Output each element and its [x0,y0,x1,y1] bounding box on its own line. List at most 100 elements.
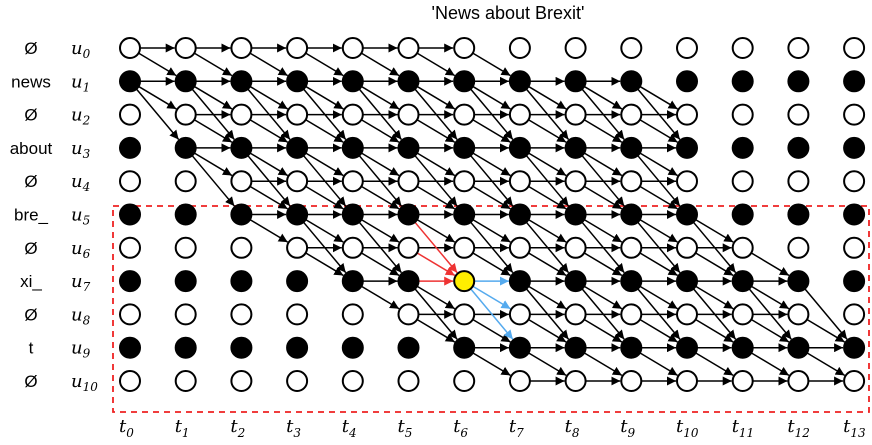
token-node [341,70,364,93]
blank-node [341,236,364,259]
row-token-label: xi_ [20,272,42,291]
transition-arrow [639,119,678,143]
blank-node [453,370,476,392]
incoming-transition-arrow [414,221,458,274]
transition-arrow [305,218,344,243]
token-node [119,336,141,359]
blank-node [119,37,141,59]
blank-node [731,303,754,326]
blank-node [397,370,420,392]
token-node [508,336,531,359]
blank-node [676,37,698,59]
row-token-label: Ø [24,305,37,324]
transition-arrow [416,218,456,243]
blank-node [508,303,531,326]
transition-arrow [750,285,790,310]
token-node [843,203,866,226]
blank-node [620,236,643,259]
figure-title: 'News about Brexit' [432,3,585,23]
token-node [787,136,810,159]
token-node [564,136,587,159]
outgoing-transition-arrow [472,285,511,310]
row-token-label: bre_ [14,206,49,225]
transition-arrow [639,152,678,177]
transition-arrow [472,218,511,243]
blank-node [174,370,197,392]
transition-arrow [583,318,623,343]
transition-arrow [695,252,734,277]
transition-arrow [804,288,848,340]
transition-arrow [583,352,623,376]
transition-arrow [639,318,678,343]
transition-arrow [583,218,623,243]
transition-arrow [135,88,180,140]
blank-node [731,170,754,193]
row-token-label: about [10,139,53,158]
blank-node [564,103,587,126]
token-node [286,70,309,93]
blank-node [341,170,364,193]
transition-arrow [528,119,567,143]
transition-arrow [193,52,233,77]
transition-arrow [528,352,567,376]
row-token-label: Ø [24,172,37,191]
row-index-label: u0 [71,38,91,61]
blank-node [676,170,698,193]
transition-arrows [135,43,848,386]
time-step-label: t8 [565,416,580,440]
transition-arrow [360,85,400,110]
token-node [676,270,698,293]
time-step-label: t12 [787,416,810,440]
transition-arrow [416,318,456,343]
time-step-label: t0 [119,416,134,440]
transition-arrow [305,85,344,110]
blank-node [508,170,531,193]
blank-node [787,370,810,392]
token-node [341,136,364,159]
time-step-label: t9 [620,416,635,440]
blank-node [564,236,587,259]
transition-arrow [416,185,456,210]
token-node [564,336,587,359]
blank-node [787,236,810,259]
token-node [787,270,810,293]
transition-arrow [249,152,289,177]
row-token-label: Ø [24,39,37,58]
transition-arrow [639,185,678,210]
blank-node [508,370,531,392]
row-index-label: u10 [71,371,98,394]
row-index-label: u8 [71,304,91,327]
row-index-label: u3 [71,138,91,161]
blank-node [341,103,364,126]
transition-arrow [360,119,400,143]
token-node [174,270,197,293]
blank-node [174,303,197,326]
blank-node [731,370,754,392]
token-node [508,70,531,93]
blank-node [230,37,253,59]
token-node [676,70,698,93]
row-index-label: u9 [71,338,91,361]
blank-node [230,170,253,193]
transition-arrow [360,285,400,310]
row-token-label: news [11,72,51,91]
blank-node [843,170,866,193]
token-node [286,336,309,359]
token-node [676,203,698,226]
token-node [508,203,531,226]
transition-arrow [639,85,678,110]
blank-node [787,103,810,126]
blank-node [620,303,643,326]
time-step-label: t13 [843,416,866,440]
blank-node [731,236,754,259]
time-step-label: t1 [175,416,190,440]
row-token-label: Ø [24,372,37,391]
blank-node [731,37,754,59]
transition-arrow [528,185,567,210]
blank-node [508,37,531,59]
blank-node [230,236,253,259]
transition-arrow [305,119,344,143]
token-node [397,270,420,293]
token-node [731,203,754,226]
